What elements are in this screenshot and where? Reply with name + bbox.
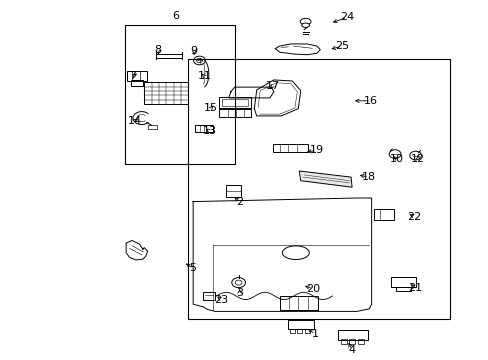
Text: 19: 19: [309, 145, 323, 156]
Bar: [124, 25, 234, 164]
Text: 18: 18: [361, 172, 375, 182]
Bar: [221, 99, 248, 106]
Text: 7: 7: [129, 71, 136, 81]
Ellipse shape: [301, 23, 309, 27]
Text: 23: 23: [214, 294, 227, 305]
Polygon shape: [299, 171, 351, 187]
Bar: [348, 339, 354, 344]
Ellipse shape: [300, 18, 310, 25]
Bar: [304, 329, 309, 333]
Bar: [390, 277, 415, 287]
Text: 4: 4: [348, 345, 355, 355]
Bar: [287, 320, 314, 329]
Text: 22: 22: [407, 212, 421, 222]
Bar: [219, 109, 250, 117]
Bar: [188, 59, 449, 319]
Text: 13: 13: [203, 126, 217, 136]
Bar: [203, 292, 215, 300]
Bar: [373, 209, 393, 220]
Bar: [272, 144, 307, 152]
Text: 2: 2: [236, 197, 243, 207]
Text: 25: 25: [335, 41, 348, 51]
Bar: [338, 330, 367, 340]
Bar: [127, 71, 146, 81]
Text: 21: 21: [408, 283, 422, 293]
Text: 1: 1: [311, 329, 318, 339]
Bar: [279, 296, 317, 310]
Text: 24: 24: [339, 12, 354, 22]
Text: 5: 5: [189, 263, 196, 273]
Text: 12: 12: [410, 154, 424, 164]
Bar: [130, 80, 143, 86]
Bar: [225, 185, 240, 197]
Bar: [340, 339, 346, 344]
Bar: [289, 329, 294, 333]
Bar: [395, 287, 410, 291]
Text: 10: 10: [389, 154, 403, 164]
Bar: [194, 125, 213, 132]
Text: 3: 3: [236, 288, 243, 298]
Bar: [357, 339, 363, 344]
Text: 16: 16: [363, 96, 377, 106]
Text: 15: 15: [204, 103, 218, 113]
Text: 14: 14: [128, 116, 142, 126]
Text: 11: 11: [197, 71, 211, 81]
Bar: [297, 329, 302, 333]
Text: 8: 8: [154, 45, 161, 55]
Text: 20: 20: [305, 284, 319, 294]
Bar: [219, 97, 250, 108]
Text: 9: 9: [190, 46, 197, 56]
Text: 17: 17: [265, 81, 279, 91]
Bar: [147, 125, 157, 129]
Bar: [156, 54, 182, 58]
Text: 6: 6: [172, 11, 179, 21]
